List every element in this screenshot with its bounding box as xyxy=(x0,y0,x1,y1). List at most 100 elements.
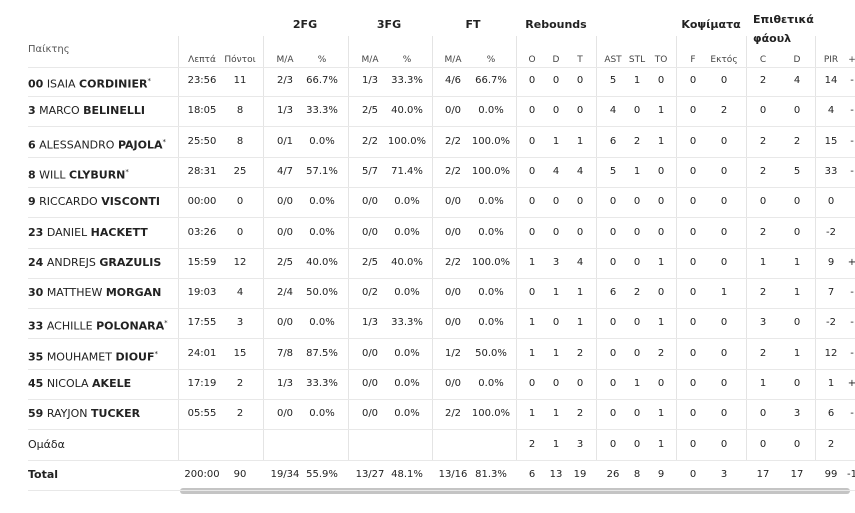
cell: 4/7 xyxy=(276,165,294,177)
cell: 0 xyxy=(576,75,584,86)
cell: 1 xyxy=(720,287,728,299)
cell: 2 xyxy=(720,105,728,117)
cell: 19:03 xyxy=(187,287,217,299)
column-header: STL xyxy=(628,55,646,65)
cell: 66.7% xyxy=(475,75,507,86)
cell: 1 xyxy=(657,408,665,420)
cell: 40.0% xyxy=(306,256,338,268)
column-header: PIR xyxy=(823,55,839,65)
row-divider xyxy=(28,186,855,188)
cell: 0 xyxy=(552,317,560,329)
cell: 0 xyxy=(552,105,560,117)
column-header: C xyxy=(759,55,767,65)
player-number: 6 xyxy=(28,138,36,152)
cell: 5 xyxy=(609,75,617,86)
cell: 0 xyxy=(236,226,244,238)
cell: 14 xyxy=(824,75,838,86)
cell: 100.0% xyxy=(471,256,511,268)
cell: 0.0% xyxy=(478,196,504,208)
cell: 0 xyxy=(552,226,560,238)
cell: 2 xyxy=(236,408,244,420)
cell: 0 xyxy=(689,75,697,86)
cell: 0 xyxy=(609,256,617,268)
cell: 0 xyxy=(576,105,584,117)
cell: 2 xyxy=(576,347,584,359)
starter-mark: * xyxy=(147,77,151,85)
cell: 1 xyxy=(657,135,665,147)
cell: 0 xyxy=(689,287,697,299)
player-name: 3 MARCO BELINELLI xyxy=(28,104,145,118)
cell: 0 xyxy=(528,378,536,389)
cell: 1 xyxy=(793,287,801,299)
cell: 0 xyxy=(689,105,697,117)
scrollbar[interactable] xyxy=(180,488,850,494)
cell: 0 xyxy=(657,75,665,86)
cell: 2/2 xyxy=(444,135,462,147)
cell: 0 xyxy=(689,408,697,420)
row-divider xyxy=(28,96,855,97)
cell: 1 xyxy=(759,256,767,268)
cell: 4 xyxy=(576,165,584,177)
group-header: Rebounds xyxy=(525,18,587,31)
cell: 2 xyxy=(759,135,767,147)
first-name: ANDREJS xyxy=(46,255,96,269)
cell: 11 xyxy=(233,75,247,86)
cell: 0 xyxy=(720,226,728,238)
cell: 2 xyxy=(633,287,641,299)
first-name: MARCO xyxy=(39,104,80,118)
cell: 17:55 xyxy=(187,317,217,329)
cell: 0/0 xyxy=(361,347,379,359)
cell: 2 xyxy=(759,226,767,238)
player-number: 9 xyxy=(28,195,36,209)
cell: 33.3% xyxy=(391,317,423,329)
cell: 0 xyxy=(657,165,665,177)
cell: 0 xyxy=(720,196,728,208)
cell: 1 xyxy=(576,135,584,147)
cell: 33.3% xyxy=(306,378,338,389)
cell: 0/0 xyxy=(276,408,294,420)
cell: 0 xyxy=(633,408,641,420)
first-name: NICOLA xyxy=(46,377,89,390)
last-name: CORDINIER xyxy=(79,77,148,91)
last-name: MORGAN xyxy=(105,286,162,300)
cell: 2/2 xyxy=(444,165,462,177)
group-header: 3FG xyxy=(376,18,402,31)
cell: 4 xyxy=(793,75,801,86)
cell: 0.0% xyxy=(394,378,420,389)
cell: 15 xyxy=(233,347,247,359)
cell: 13/27 xyxy=(355,468,385,480)
cell: 0 xyxy=(609,226,617,238)
cell: 0 xyxy=(633,347,641,359)
cell: 4 xyxy=(576,256,584,268)
cell: 0 xyxy=(633,196,641,208)
cell: 0 xyxy=(528,226,536,238)
cell: 15:59 xyxy=(187,256,217,268)
cell: -1 xyxy=(847,468,855,480)
cell: 0 xyxy=(793,438,801,450)
cell: 1 xyxy=(552,135,560,147)
cell: 0 xyxy=(759,105,767,117)
last-name: GRAZULIS xyxy=(99,255,162,269)
cell: 55.9% xyxy=(306,468,338,480)
team-label: Ομάδα xyxy=(28,437,65,451)
cell: 0/0 xyxy=(361,226,379,238)
cell: 0 xyxy=(720,135,728,147)
cell: 99 xyxy=(824,468,838,480)
cell: 1/3 xyxy=(276,105,294,117)
cell: 17 xyxy=(756,468,770,480)
starter-mark: * xyxy=(164,319,168,328)
cell: 15 xyxy=(824,135,838,147)
cell: - xyxy=(850,105,854,117)
cell: 0 xyxy=(689,347,697,359)
cell: 0 xyxy=(657,196,665,208)
cell: 0 xyxy=(720,256,728,268)
cell: 0 xyxy=(720,378,728,389)
player-number: 23 xyxy=(28,225,44,239)
last-name: AKELE xyxy=(92,377,132,390)
row-divider xyxy=(28,399,855,400)
cell: 2 xyxy=(759,347,767,359)
cell: 4 xyxy=(552,165,560,177)
cell: 2/5 xyxy=(361,256,379,268)
first-name: ACHILLE xyxy=(46,320,93,334)
